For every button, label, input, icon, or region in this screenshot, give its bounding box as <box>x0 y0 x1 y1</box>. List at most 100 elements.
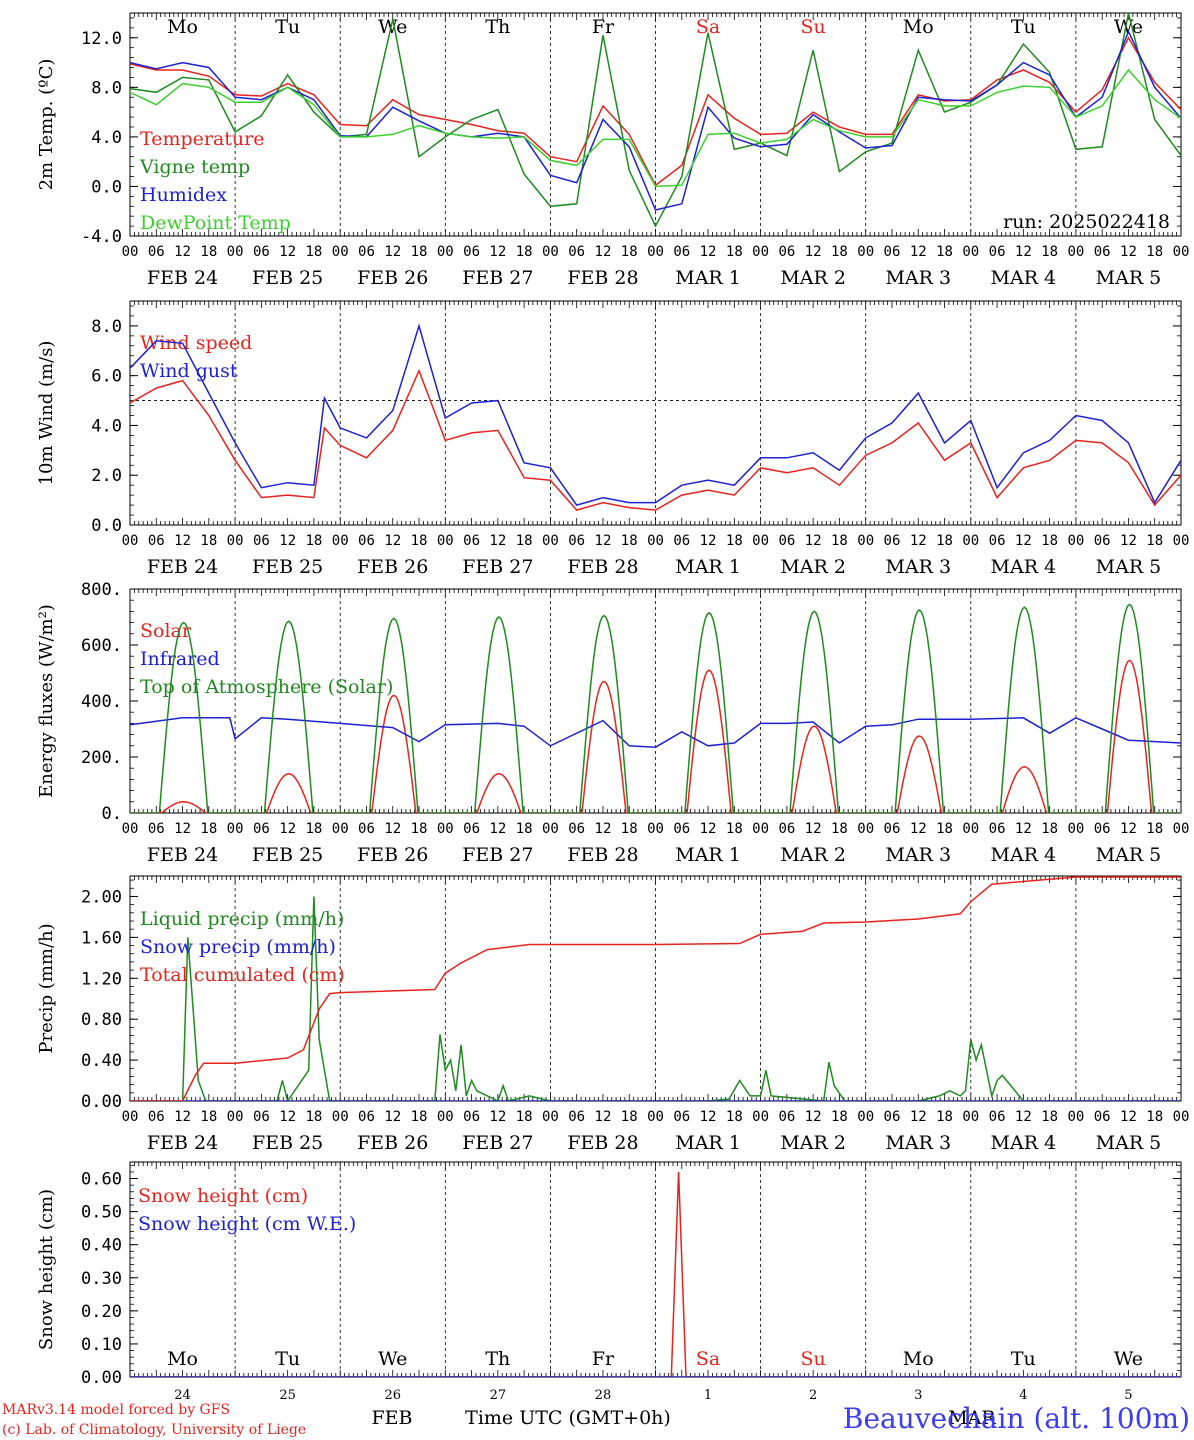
weekday-label: Mo <box>167 1348 198 1370</box>
hour-tick-label: 12 <box>174 244 191 260</box>
hour-tick-label: 06 <box>463 244 480 260</box>
hour-tick-label: 00 <box>332 533 349 549</box>
y-tick-label: 0.40 <box>81 1236 122 1256</box>
series-line-humidex <box>130 29 1181 211</box>
hour-tick-label: 00 <box>1067 1109 1084 1125</box>
hour-tick-label: 06 <box>884 1109 901 1125</box>
credit-line-1: MARv3.14 model forced by GFS <box>2 1402 230 1418</box>
weekday-label: We <box>378 1348 407 1370</box>
series-line-snow-height-cm- <box>130 1171 1181 1377</box>
date-label: FEB 27 <box>462 844 533 866</box>
hour-tick-label: 12 <box>910 821 927 837</box>
hour-tick-label: 00 <box>857 821 874 837</box>
legend-entry: Snow height (cm) <box>138 1185 308 1207</box>
hour-tick-label: 06 <box>358 533 375 549</box>
date-label: MAR 2 <box>780 267 846 289</box>
weekday-label: Fr <box>592 16 615 38</box>
hour-tick-label: 06 <box>568 244 585 260</box>
date-label: FEB 26 <box>357 267 428 289</box>
hour-tick-label: 12 <box>279 533 296 549</box>
day-number-label: 4 <box>1019 1388 1027 1403</box>
y-tick-label: 0.10 <box>81 1335 122 1355</box>
weekday-label: We <box>1114 16 1143 38</box>
legend-entry: Wind speed <box>140 332 252 354</box>
y-tick-label: 0.0 <box>91 177 122 197</box>
hour-tick-label: 18 <box>831 533 848 549</box>
hour-tick-label: 12 <box>700 533 717 549</box>
hour-tick-label: 06 <box>673 1109 690 1125</box>
hour-tick-label: 06 <box>358 244 375 260</box>
legend-entry: Total cumulated (cm) <box>140 964 345 986</box>
series-line-dewpoint-temp <box>130 68 1181 188</box>
hour-tick-label: 06 <box>568 821 585 837</box>
hour-tick-label: 06 <box>673 821 690 837</box>
date-label: FEB 28 <box>567 844 638 866</box>
weekday-label: Sa <box>696 1348 720 1370</box>
date-label: FEB 25 <box>252 556 323 578</box>
hour-tick-label: 06 <box>989 1109 1006 1125</box>
day-number-label: 5 <box>1124 1388 1132 1403</box>
y-tick-label: 1.60 <box>81 928 122 948</box>
date-label: FEB 24 <box>147 556 218 578</box>
y-tick-label: 8.0 <box>91 317 122 337</box>
hour-tick-label: 18 <box>1146 1109 1163 1125</box>
date-label: FEB 27 <box>462 556 533 578</box>
month-label-left: FEB <box>371 1407 412 1429</box>
hour-tick-label: 12 <box>384 533 401 549</box>
hour-tick-label: 00 <box>647 533 664 549</box>
hour-tick-label: 00 <box>752 1109 769 1125</box>
hour-tick-label: 12 <box>1015 821 1032 837</box>
hour-tick-label: 18 <box>831 1109 848 1125</box>
y-axis-label: Energy fluxes (W/m²) <box>36 604 57 798</box>
hour-tick-label: 18 <box>305 244 322 260</box>
y-axis-label: Snow height (cm) <box>36 1189 57 1350</box>
legend-entry: Wind gust <box>140 360 238 382</box>
y-tick-label: 800. <box>81 580 122 600</box>
date-label: MAR 5 <box>1096 1132 1162 1154</box>
hour-tick-label: 06 <box>253 1109 270 1125</box>
hour-tick-label: 18 <box>411 533 428 549</box>
hour-tick-label: 12 <box>805 1109 822 1125</box>
hour-tick-label: 18 <box>1146 244 1163 260</box>
hour-tick-label: 18 <box>305 1109 322 1125</box>
hour-tick-label: 06 <box>1094 533 1111 549</box>
hour-tick-label: 00 <box>1173 821 1190 837</box>
hour-tick-label: 18 <box>621 821 638 837</box>
date-label: MAR 5 <box>1096 844 1162 866</box>
hour-tick-label: 00 <box>857 533 874 549</box>
series-line-top-of-atmosphere-solar- <box>130 603 1181 813</box>
hour-tick-label: 18 <box>411 244 428 260</box>
date-label: MAR 2 <box>780 1132 846 1154</box>
hour-tick-label: 06 <box>989 533 1006 549</box>
y-tick-label: 0.00 <box>81 1092 122 1112</box>
hour-tick-label: 06 <box>673 244 690 260</box>
hour-tick-label: 00 <box>962 1109 979 1125</box>
panel-1: -4.0 0.0 4.0 8.0 12.0 2m Temp. (ºC) 00 06 12 18 00… <box>36 12 1189 289</box>
y-tick-label: 0.30 <box>81 1269 122 1289</box>
hour-tick-label: 12 <box>595 244 612 260</box>
hour-tick-label: 12 <box>910 533 927 549</box>
hour-tick-label: 00 <box>1067 533 1084 549</box>
hour-tick-label: 06 <box>253 244 270 260</box>
hour-tick-label: 00 <box>647 821 664 837</box>
panel-5: 0.00 0.10 0.20 0.30 0.40 0.50 0.60 Snow height … <box>36 1161 1182 1403</box>
legend-entry: Temperature <box>140 128 264 150</box>
date-label: MAR 3 <box>885 844 951 866</box>
hour-tick-label: 00 <box>1067 821 1084 837</box>
hour-tick-label: 06 <box>884 533 901 549</box>
hour-tick-label: 06 <box>673 533 690 549</box>
hour-tick-label: 00 <box>437 244 454 260</box>
weekday-label: Tu <box>1011 16 1036 38</box>
hour-tick-label: 18 <box>726 821 743 837</box>
panel-3: 0. 200. 400. 600. 800. Energy fluxes (W/m²) 00… <box>36 580 1189 866</box>
plot-frame <box>129 300 1182 526</box>
hour-tick-label: 00 <box>752 533 769 549</box>
series-line-solar <box>130 659 1181 813</box>
legend-entry: DewPoint Temp <box>140 212 291 234</box>
hour-tick-label: 06 <box>148 533 165 549</box>
weekday-label: Mo <box>903 1348 934 1370</box>
credit-line-2: (c) Lab. of Climatology, University of L… <box>2 1422 306 1438</box>
date-label: MAR 4 <box>991 267 1057 289</box>
hour-tick-label: 00 <box>962 533 979 549</box>
